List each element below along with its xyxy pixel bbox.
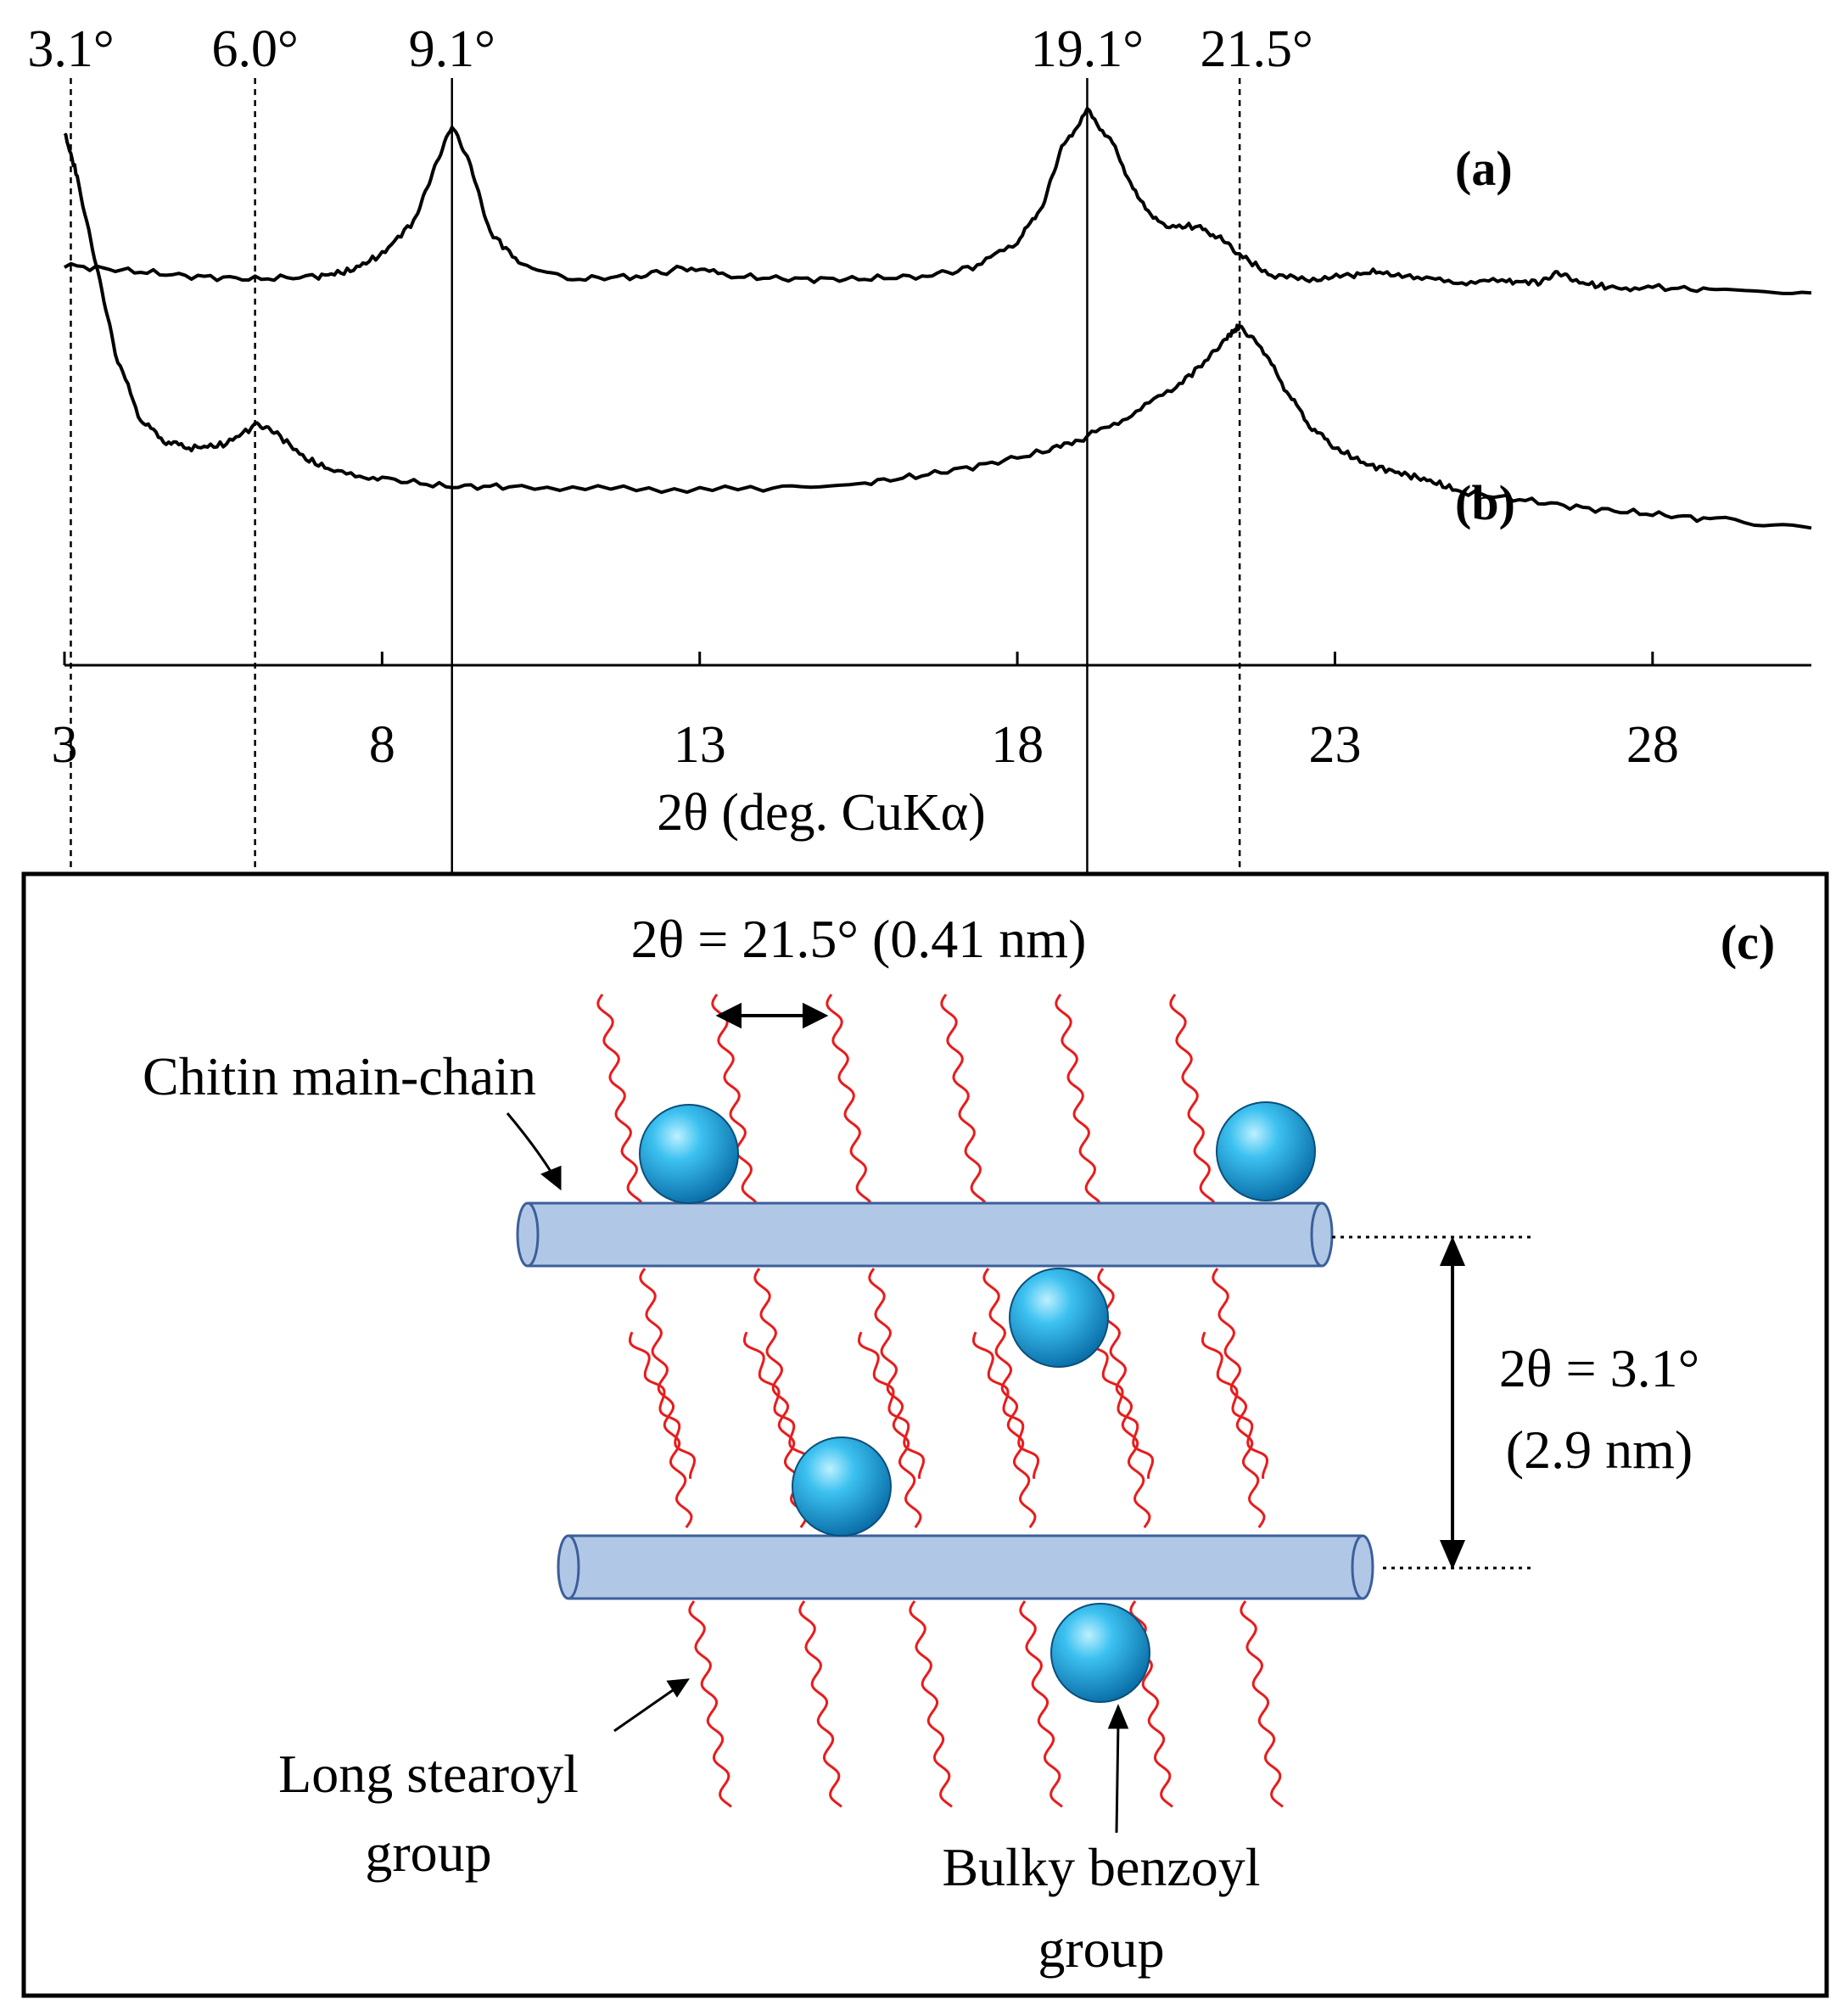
stearoyl-chain: [798, 1600, 842, 1808]
stearoyl-chain: [639, 1268, 693, 1529]
main-chain-pointer: [506, 1112, 562, 1191]
reference-line-labels: 3.1° 6.0° 9.1° 19.1° 21.5°: [27, 20, 1312, 78]
x-tick-label: 23: [1308, 716, 1361, 774]
stearoyl-chain: [742, 1331, 811, 1479]
chitin-main-chain-lower: [557, 1534, 1374, 1600]
stearoyl-chain: [596, 994, 643, 1204]
benzoyl-label-line2: group: [1038, 1918, 1164, 1979]
reference-line-label: 21.5°: [1200, 20, 1312, 78]
series-label-a: (a): [1455, 141, 1513, 196]
panel-c-frame: [21, 871, 1829, 1998]
x-tick-label: 13: [674, 716, 726, 774]
stearoyl-label-line2: group: [365, 1823, 491, 1883]
x-tick-label: 3: [52, 716, 78, 774]
chain-spacing-label: 2θ = 21.5° (0.41 nm): [631, 909, 1087, 969]
structure-diagram: (c) 2θ = 21.5° (0.41 nm): [21, 871, 1829, 1998]
x-tick-label: 8: [369, 716, 395, 774]
stearoyl-chain: [868, 1268, 922, 1529]
x-axis-label: 2θ (deg. CuKα): [657, 784, 986, 842]
chain-spacing-arrow: [715, 1002, 829, 1029]
layer-spacing-label-line2: (2.9 nm): [1506, 1420, 1693, 1480]
stearoyl-chain: [1055, 994, 1101, 1204]
stearoyl-chain: [971, 1331, 1040, 1479]
series-line-a: [64, 106, 1812, 295]
benzoyl-groups: [639, 1101, 1316, 1703]
reference-line-label: 19.1°: [1031, 20, 1144, 78]
stearoyl-label-line1: Long stearoyl: [278, 1744, 579, 1804]
benzoyl-ball: [1216, 1101, 1316, 1201]
x-tick-label: 18: [991, 716, 1044, 774]
main-chain-label: Chitin main-chain: [143, 1046, 536, 1106]
reference-line-label: 9.1°: [409, 20, 495, 78]
stearoyl-chain: [1212, 1268, 1266, 1529]
stearoyl-pointer: [613, 1678, 690, 1733]
panel-c-label: (c): [1721, 915, 1775, 970]
stearoyl-chain: [1019, 1600, 1063, 1808]
stearoyl-chains-top: [596, 994, 1216, 1204]
stearoyl-chain: [982, 1268, 1037, 1529]
benzoyl-ball: [792, 1436, 892, 1537]
layer-spacing-arrow: [1439, 1235, 1466, 1571]
stearoyl-chain: [628, 1331, 697, 1479]
layer-spacing-label-line1: 2θ = 3.1°: [1499, 1338, 1699, 1398]
reference-line-label: 6.0°: [211, 20, 298, 78]
stearoyl-chain: [826, 994, 872, 1204]
reference-lines: [70, 78, 1241, 874]
stearoyl-chain: [1201, 1331, 1269, 1479]
stearoyl-chain: [857, 1331, 926, 1479]
benzoyl-label-line1: Bulky benzoyl: [942, 1837, 1260, 1897]
stearoyl-chain: [1240, 1600, 1284, 1808]
stearoyl-chain: [909, 1600, 953, 1808]
stearoyl-chain: [940, 994, 987, 1204]
reference-line-label: 3.1°: [27, 20, 114, 78]
x-tick-label: 28: [1626, 716, 1679, 774]
chitin-main-chain-upper: [516, 1201, 1334, 1268]
benzoyl-ball: [1009, 1268, 1109, 1368]
stearoyl-chain: [1169, 994, 1216, 1204]
stearoyl-chain: [711, 994, 758, 1204]
stearoyl-chain: [688, 1600, 732, 1808]
layer-spacing-guides: [1332, 1235, 1531, 1570]
stearoyl-chains-bottom: [688, 1600, 1284, 1808]
benzoyl-pointer: [1107, 1704, 1129, 1834]
benzoyl-ball: [639, 1104, 739, 1204]
stearoyl-chains-middle: [628, 1268, 1269, 1529]
series-line-b: [63, 132, 1812, 530]
diffraction-traces: [63, 106, 1812, 530]
x-axis: 3 8 13 18 23 28: [52, 652, 1811, 774]
series-label-b: (b): [1455, 475, 1515, 530]
xrd-chart: 3.1° 6.0° 9.1° 19.1° 21.5° (a) (b) 3 8 13 18 23 2…: [27, 20, 1812, 874]
benzoyl-ball: [1050, 1603, 1150, 1703]
stearoyl-chain: [1086, 1331, 1155, 1479]
